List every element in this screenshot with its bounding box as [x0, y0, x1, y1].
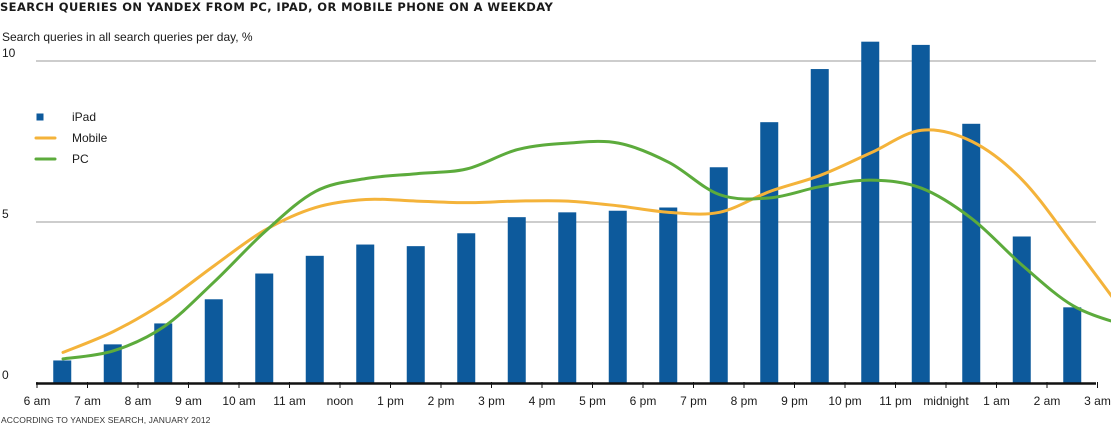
gridlines	[36, 60, 1096, 223]
chart-title: SEARCH QUERIES ON YANDEX FROM PC, IPAD, …	[0, 0, 554, 14]
bar-ipad-17	[911, 44, 930, 384]
chart-subtitle: Search queries in all search queries per…	[2, 30, 253, 44]
x-tick-label-1: 7 am	[74, 394, 101, 408]
legend-label-ipad: iPad	[72, 110, 96, 124]
bar-ipad-4	[255, 273, 274, 383]
x-tick-label-17: 11 pm	[879, 394, 911, 408]
x-tick-label-7: 1 pm	[377, 394, 404, 408]
bar-ipad-11	[608, 210, 627, 383]
legend-label-mobile: Mobile	[72, 131, 108, 145]
bar-ipad-2	[154, 323, 173, 383]
x-tick-label-9: 3 pm	[478, 394, 505, 408]
bar-ipad-20	[1063, 307, 1082, 383]
x-tick-label-11: 5 pm	[579, 394, 606, 408]
x-tick-label-8: 2 pm	[428, 394, 455, 408]
x-tick-label-6: noon	[327, 394, 354, 408]
bar-ipad-1	[103, 344, 122, 383]
x-tick-label-10: 4 pm	[529, 394, 556, 408]
line-pc	[61, 139, 1111, 361]
x-tick-label-21: 3 am	[1084, 394, 1111, 408]
x-tick-label-13: 7 pm	[680, 394, 707, 408]
x-tick-label-0: 6 am	[24, 394, 51, 408]
line-mobile	[61, 128, 1111, 354]
bar-ipad-10	[558, 212, 577, 383]
bar-ipad-9	[507, 217, 526, 383]
x-tick-label-4: 10 am	[222, 394, 255, 408]
bar-ipad-8	[457, 233, 476, 383]
x-tick-label-18: midnight	[923, 394, 969, 408]
chart-source-note: ACCORDING TO YANDEX SEARCH, JANUARY 2012	[1, 415, 211, 425]
bar-ipad-14	[760, 122, 779, 384]
bar-ipad-12	[659, 207, 678, 383]
bar-ipad-15	[810, 69, 829, 384]
bar-ipad-16	[861, 41, 880, 384]
x-tick-label-12: 6 pm	[630, 394, 657, 408]
bar-ipad-19	[1012, 236, 1031, 383]
legend-swatch-ipad	[36, 113, 44, 121]
y-tick-label-10: 10	[2, 46, 16, 60]
bar-ipad-0	[53, 360, 72, 383]
line-series	[61, 128, 1111, 361]
bar-ipad-3	[204, 299, 223, 383]
x-axis-tick-marks	[36, 382, 1098, 388]
bar-ipad-13	[709, 167, 728, 383]
x-tick-label-2: 8 am	[125, 394, 152, 408]
x-tick-label-15: 9 pm	[781, 394, 808, 408]
y-tick-label-5: 5	[2, 207, 9, 221]
x-axis-tick-labels: 6 am 7 am 8 am 9 am 10 am 11 am noon 1 pm 2 pm 3 …	[24, 394, 1111, 408]
bar-ipad-7	[406, 246, 425, 383]
bar-ipad-18	[962, 123, 981, 383]
y-tick-label-0: 0	[2, 368, 9, 382]
ipad-bars	[53, 41, 1082, 384]
bar-ipad-5	[305, 255, 324, 383]
y-axis-tick-labels: 0 5 10	[2, 46, 16, 382]
legend-label-pc: PC	[72, 152, 89, 166]
x-tick-label-5: 11 am	[273, 394, 305, 408]
legend: iPad Mobile PC	[34, 110, 108, 166]
x-tick-label-20: 2 am	[1034, 394, 1061, 408]
bar-ipad-6	[356, 244, 375, 383]
x-tick-label-16: 10 pm	[828, 394, 861, 408]
x-tick-label-19: 1 am	[983, 394, 1010, 408]
x-tick-label-3: 9 am	[175, 394, 202, 408]
x-tick-label-14: 8 pm	[731, 394, 758, 408]
